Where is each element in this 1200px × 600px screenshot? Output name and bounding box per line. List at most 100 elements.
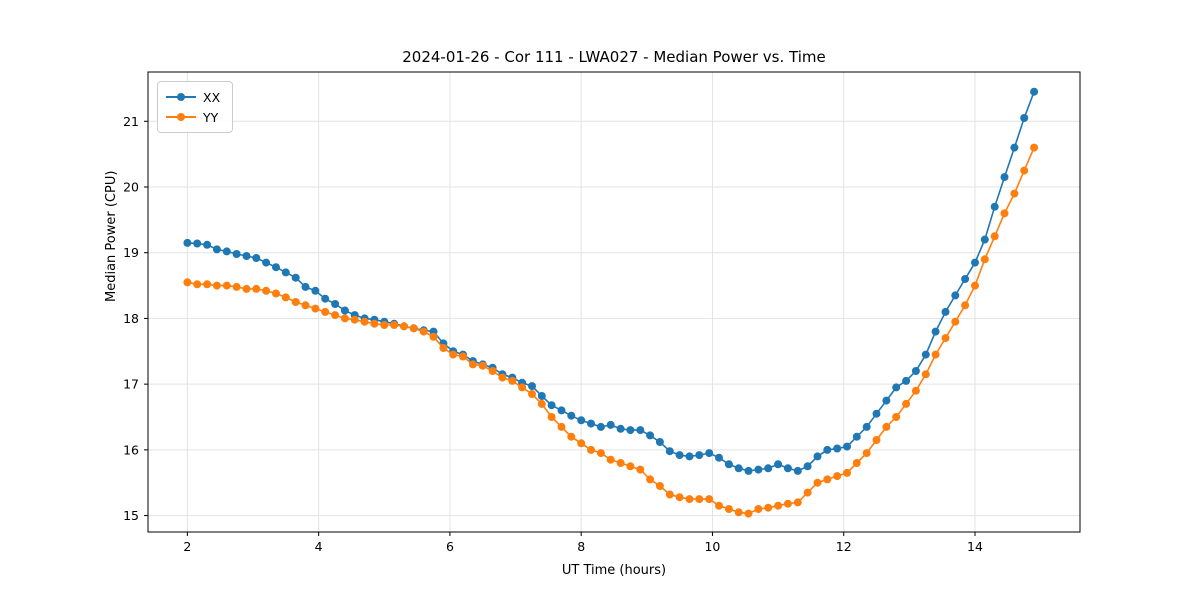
x-tick-label: 10 [704, 539, 720, 554]
x-tick-label: 6 [446, 539, 454, 554]
data-point [459, 352, 467, 361]
data-point [291, 298, 300, 306]
data-point [941, 334, 950, 343]
data-point [380, 321, 389, 329]
data-point [281, 293, 290, 302]
data-point [715, 453, 723, 462]
data-point [449, 350, 458, 359]
data-point [902, 376, 911, 385]
data-point [547, 413, 556, 421]
y-tick-label: 17 [123, 377, 139, 392]
data-point [311, 286, 320, 295]
data-point [1030, 143, 1039, 152]
data-point [616, 459, 625, 467]
data-point [685, 452, 694, 461]
data-point [321, 307, 330, 316]
data-point [350, 315, 359, 324]
data-point [321, 294, 330, 303]
data-point [911, 386, 920, 395]
data-point [744, 466, 753, 475]
data-point [252, 254, 261, 262]
data-point [409, 324, 418, 333]
data-point [724, 505, 733, 513]
y-tick-label: 21 [123, 114, 139, 129]
data-point [183, 278, 192, 287]
data-point [272, 263, 280, 272]
y-tick-label: 18 [123, 311, 139, 326]
data-point [390, 321, 399, 329]
data-point [715, 501, 723, 510]
data-point [695, 451, 704, 460]
data-point [222, 247, 231, 256]
data-point [705, 495, 714, 504]
data-point [951, 317, 960, 326]
y-tick-label: 16 [123, 442, 139, 457]
data-point [557, 406, 566, 415]
x-tick-label: 12 [836, 539, 852, 554]
data-point [921, 350, 930, 359]
data-point [705, 449, 714, 458]
data-point [921, 370, 930, 379]
data-point [774, 460, 783, 469]
data-point [498, 373, 507, 382]
data-point [626, 426, 635, 435]
data-point [872, 409, 881, 418]
data-point [823, 475, 832, 484]
data-point [567, 432, 576, 441]
data-point [665, 490, 674, 499]
data-point [567, 411, 576, 420]
data-point [340, 314, 349, 323]
data-point [419, 327, 428, 336]
data-point [596, 449, 605, 458]
data-point [754, 505, 763, 513]
data-point [1010, 143, 1019, 152]
x-tick-label: 14 [967, 539, 983, 554]
data-point [764, 503, 773, 512]
y-tick-label: 19 [123, 245, 139, 260]
data-point [843, 468, 851, 477]
data-point [971, 258, 979, 267]
legend-marker-yy-icon [166, 111, 196, 123]
legend-label-yy: YY [203, 109, 219, 125]
data-point [892, 383, 901, 392]
data-point [675, 493, 684, 502]
chart-title: 2024-01-26 - Cor 111 - LWA027 - Median P… [402, 48, 826, 66]
data-point [833, 472, 842, 481]
data-point [1030, 87, 1039, 96]
data-point [961, 301, 970, 310]
data-point [734, 464, 743, 473]
data-point [980, 255, 989, 264]
data-point [931, 327, 940, 336]
data-point [941, 307, 950, 316]
data-point [695, 495, 704, 504]
data-point [537, 399, 546, 408]
data-point [1010, 189, 1019, 198]
data-point [232, 282, 241, 291]
data-point [734, 508, 743, 517]
data-point [193, 280, 202, 289]
data-point [203, 240, 212, 249]
data-point [793, 466, 802, 475]
data-point [803, 462, 812, 471]
data-point [882, 422, 891, 431]
data-point [203, 280, 212, 289]
data-point [783, 499, 792, 508]
legend-entry-yy: YY [166, 107, 220, 127]
data-point [675, 451, 684, 460]
legend-entry-xx: XX [166, 87, 220, 107]
data-point [754, 465, 763, 474]
data-point [685, 495, 694, 504]
y-tick-label: 20 [123, 180, 139, 195]
data-point [961, 275, 970, 283]
data-point [872, 436, 881, 444]
data-point [311, 304, 320, 313]
data-point [212, 245, 221, 254]
y-tick-label: 15 [123, 508, 139, 523]
data-point [478, 361, 487, 370]
data-point [990, 202, 999, 211]
data-point [862, 422, 871, 431]
data-point [911, 367, 920, 375]
data-point [1020, 166, 1029, 175]
